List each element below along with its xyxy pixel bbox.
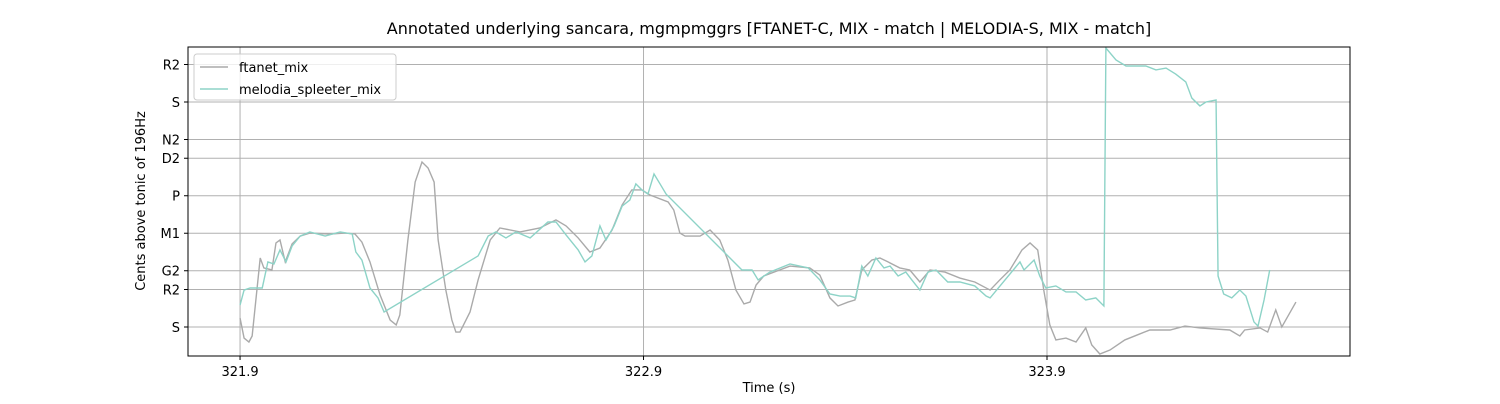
plot-lines	[239, 47, 1297, 355]
x-axis-label: Time (s)	[742, 381, 796, 396]
axes: 321.9 322.9 323.9 S R2 G2 M1 P D2 N2 S R2	[161, 58, 1066, 380]
chart-title: Annotated underlying sancara, mgmpmggrs …	[387, 19, 1151, 38]
y-tick-label: R2	[163, 58, 180, 73]
legend: ftanet_mix melodia_spleeter_mix	[193, 53, 397, 101]
line-series	[239, 47, 1271, 328]
y-tick-label: M1	[161, 227, 181, 242]
y-tick-label: N2	[162, 133, 180, 148]
y-tick-label: P	[172, 190, 180, 205]
x-tick-label: 323.9	[1028, 365, 1065, 380]
line-series	[239, 160, 1297, 355]
legend-label: ftanet_mix	[239, 61, 309, 76]
y-tick-label: S	[172, 96, 180, 111]
y-tick-label: R2	[163, 283, 180, 298]
plot-frame	[187, 46, 1351, 357]
y-axis-label: Cents above tonic of 196Hz	[134, 111, 149, 291]
x-tick-label: 322.9	[625, 365, 662, 380]
y-tick-label: S	[172, 321, 180, 336]
y-tick-label: D2	[162, 152, 180, 167]
y-tick-label: G2	[162, 265, 180, 280]
legend-box	[193, 53, 397, 101]
x-tick-label: 321.9	[221, 365, 258, 380]
legend-label: melodia_spleeter_mix	[239, 83, 381, 98]
